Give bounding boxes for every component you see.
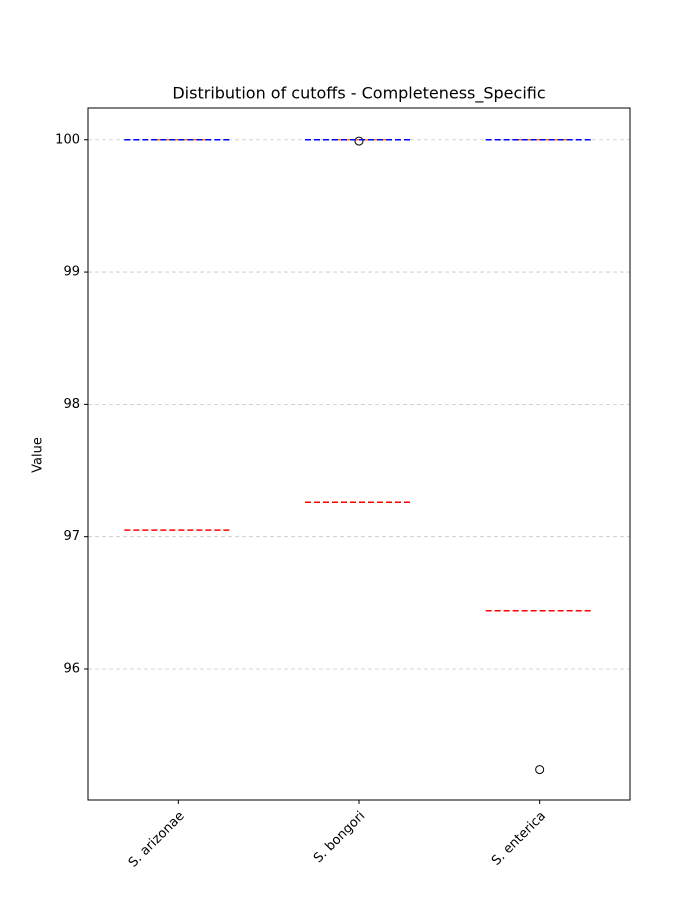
x-tick-label: S. bongori [311, 809, 368, 866]
x-tick-label: S. arizonae [126, 809, 188, 871]
outlier [354, 136, 364, 146]
y-tick-label: 99 [63, 265, 80, 280]
y-tick-label: 97 [63, 529, 80, 544]
y-tick-label: 100 [55, 132, 80, 147]
x-tick-label: S. enterica [489, 809, 549, 869]
y-axis-label: Value [31, 437, 46, 473]
y-tick-label: 98 [63, 397, 80, 412]
chart-title: Distribution of cutoffs - Completeness_S… [172, 84, 545, 104]
plot-frame [87, 107, 631, 801]
outlier [535, 765, 545, 775]
y-tick-label: 96 [63, 662, 80, 677]
